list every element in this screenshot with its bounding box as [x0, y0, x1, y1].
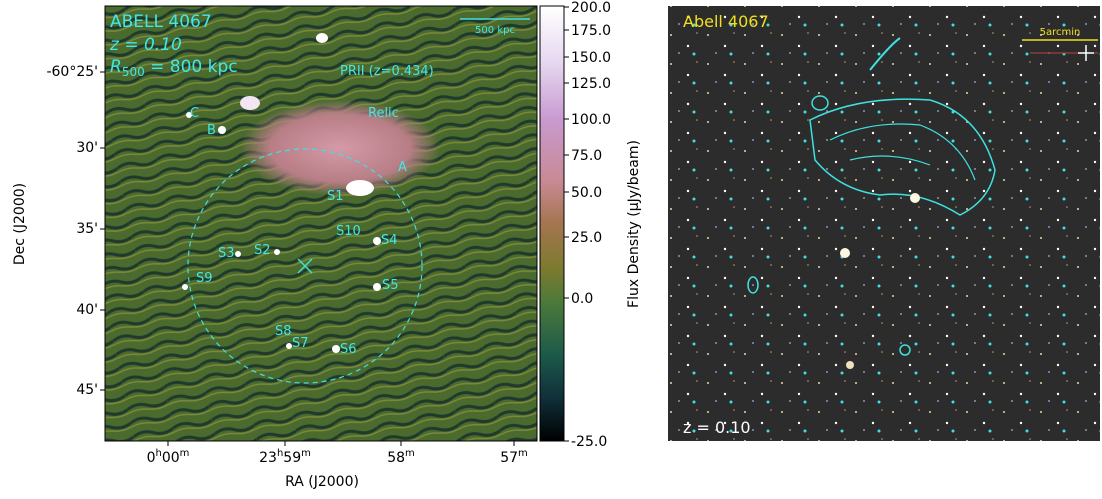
- radius-subscript: 500: [122, 65, 145, 79]
- x-tick-value: 00: [162, 450, 180, 466]
- colorbar-tick-label: 25.0: [571, 230, 602, 246]
- x-tick-value: 57: [500, 450, 518, 466]
- optical-image: [668, 6, 1100, 441]
- source-label: S9: [196, 271, 213, 286]
- y-tick-label: 30': [76, 140, 98, 156]
- radius: R500 = 800 kpc: [110, 57, 238, 79]
- y-tick-label: -60°25': [46, 64, 98, 80]
- right-annotations: Abell 4067 5arcmin z = 0.10: [683, 12, 1080, 437]
- colorbar-tick-label: -25.0: [571, 434, 607, 450]
- x-axis-label: RA (J2000): [285, 474, 359, 490]
- redshift: z = 0.10: [683, 418, 751, 437]
- colorbar-tick-label: 0.0: [571, 291, 593, 307]
- source-label: S8: [275, 324, 292, 339]
- colorbar-tick-label: 150.0: [571, 50, 611, 66]
- y-tick-label: 45': [76, 382, 98, 398]
- source-label: S5: [382, 278, 399, 293]
- source-label: S6: [340, 342, 357, 357]
- radius-value: = 800 kpc: [145, 57, 238, 77]
- scale-bar-label: 5arcmin: [1040, 27, 1081, 38]
- colorbar-tick-label: 125.0: [571, 76, 611, 92]
- colorbar-tick-label: 175.0: [571, 23, 611, 39]
- x-tick-unit: h: [277, 448, 283, 459]
- source-label: S7: [292, 336, 309, 351]
- y-tick-label: 40': [76, 302, 98, 318]
- x-tick-label: 58m: [387, 448, 415, 466]
- x-tick-value: 23: [259, 450, 277, 466]
- radius-symbol: R: [110, 57, 122, 77]
- source-label: S2: [254, 243, 271, 258]
- source-label: PRII (z=0.434): [340, 64, 434, 79]
- source-label: Relic: [368, 106, 399, 121]
- x-tick-label: 23h59m: [259, 448, 311, 466]
- x-tick-label: 57m: [500, 448, 528, 466]
- x-tick-unit: m: [301, 448, 311, 459]
- colorbar-tick-label: 200.0: [571, 0, 611, 16]
- x-tick-unit: m: [180, 448, 190, 459]
- y-axis-label: Dec (J2000): [12, 183, 28, 265]
- source-label: A: [398, 160, 407, 175]
- source-label: S3: [218, 246, 235, 261]
- colorbar-label: Flux Density (μJy/beam): [626, 140, 642, 308]
- scale-bar-label: 500 kpc: [475, 25, 515, 36]
- colorbar-tick-label: 75.0: [571, 148, 602, 164]
- x-tick-label: 0h00m: [147, 448, 190, 466]
- x-tick-value: 58: [387, 450, 405, 466]
- source-label: S10: [336, 224, 361, 239]
- x-tick-unit: h: [156, 448, 162, 459]
- x-tick-unit: m: [405, 448, 415, 459]
- title: ABELL 4067: [110, 12, 212, 32]
- radio-image: [104, 5, 538, 442]
- source-label: B: [207, 123, 216, 138]
- source-label: S1: [327, 189, 344, 204]
- x-tick-value: 0: [147, 450, 156, 466]
- source-label: S4: [381, 233, 398, 248]
- title: Abell 4067: [683, 12, 769, 31]
- colorbar-tick-label: 100.0: [571, 112, 611, 128]
- redshift: z = 0.10: [109, 35, 182, 55]
- x-tick-value: 59: [283, 450, 301, 466]
- colorbar-tick-label: 50.0: [571, 185, 602, 201]
- colorbar: [539, 5, 565, 442]
- y-tick-label: 35': [76, 221, 98, 237]
- source-label: C: [190, 106, 199, 121]
- x-tick-unit: m: [518, 448, 528, 459]
